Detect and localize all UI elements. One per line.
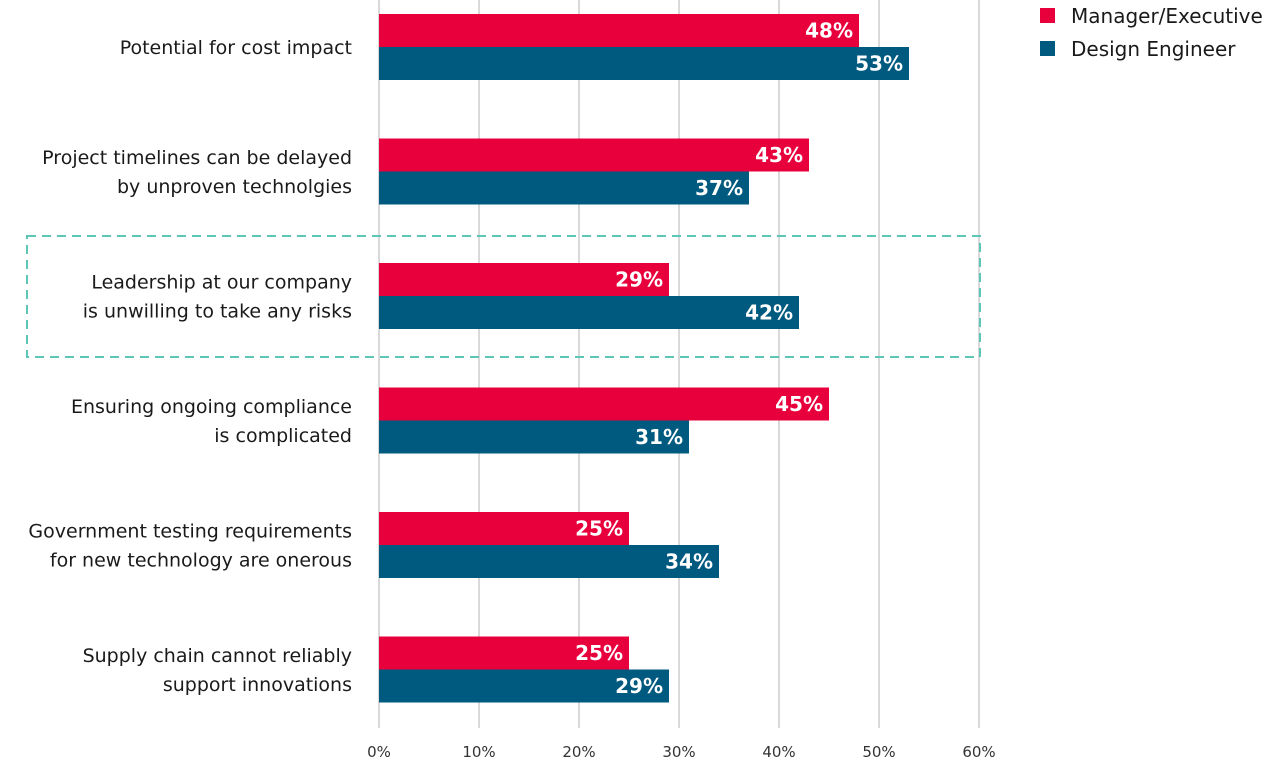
x-axis-ticks: 0% 10% 20% 30% 40% 50% 60%: [367, 743, 996, 761]
category-label: support innovations: [163, 674, 352, 696]
legend-label: Manager/Executive: [1071, 4, 1263, 28]
bars: 48%53% 43% 37% 29% 42% 45% 31% 25% 34% 25% 29%: [379, 14, 909, 703]
category-label: Supply chain cannot reliably: [83, 645, 352, 667]
bar: [379, 263, 669, 296]
bar: [379, 14, 859, 47]
legend-swatch: [1040, 41, 1055, 56]
data-label: 42%: [745, 301, 793, 325]
data-label: 25%: [575, 641, 623, 665]
legend-label: Design Engineer: [1071, 37, 1236, 61]
category-label: Government testing requirements: [28, 521, 352, 543]
bar: [379, 636, 629, 670]
data-label: 25%: [575, 517, 623, 541]
bar: [379, 138, 809, 172]
category-label: is complicated: [214, 425, 352, 447]
data-label: 37%: [695, 176, 743, 200]
legend-swatch: [1040, 8, 1055, 23]
category-label: is unwilling to take any risks: [83, 301, 352, 323]
x-tick-label: 50%: [862, 743, 895, 761]
bar: [379, 387, 829, 421]
x-tick-label: 40%: [762, 743, 795, 761]
category-labels: Potential for cost impact Project timelin…: [28, 37, 352, 696]
data-label: 29%: [615, 268, 663, 292]
data-label: 43%: [755, 143, 803, 167]
bar: [379, 669, 669, 703]
bar: [379, 171, 749, 205]
highlight-group: [26, 235, 981, 358]
x-tick-label: 20%: [562, 743, 595, 761]
category-label: Project timelines can be delayed: [42, 147, 352, 169]
x-tick-label: 10%: [462, 743, 495, 761]
bar: [379, 47, 909, 80]
gridlines: [378, 0, 980, 728]
category-label: for new technology are onerous: [50, 550, 352, 572]
category-label: by unproven technolgies: [117, 176, 352, 198]
category-label: Ensuring ongoing compliance: [71, 396, 352, 418]
x-tick-label: 60%: [962, 743, 995, 761]
data-label: 45%: [775, 392, 823, 416]
highlight-box: [26, 235, 981, 358]
data-label: 53%: [855, 52, 903, 76]
bar: [379, 420, 689, 454]
data-label: 29%: [615, 674, 663, 698]
bar: [379, 512, 629, 545]
data-label: 34%: [665, 550, 713, 574]
x-tick-label: 30%: [662, 743, 695, 761]
bar: [379, 296, 799, 329]
data-label: 48%: [805, 19, 853, 43]
legend: Manager/Executive Design Engineer: [1040, 4, 1263, 61]
category-label: Potential for cost impact: [120, 37, 352, 59]
data-label: 31%: [635, 425, 683, 449]
x-tick-label: 0%: [367, 743, 391, 761]
category-label: Leadership at our company: [91, 272, 352, 294]
bar: [379, 545, 719, 578]
